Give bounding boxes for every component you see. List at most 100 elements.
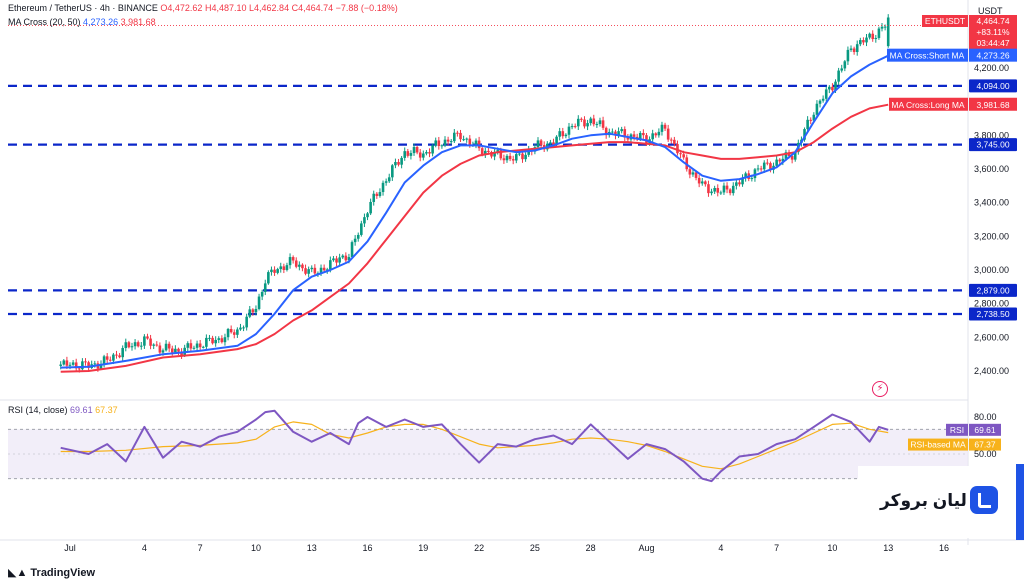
candle-body bbox=[496, 150, 500, 152]
candle-body bbox=[195, 343, 199, 348]
time-tick-label: 4 bbox=[142, 543, 147, 553]
time-tick-label: 7 bbox=[198, 543, 203, 553]
candle-body bbox=[356, 234, 360, 239]
candle-body bbox=[99, 364, 103, 369]
long-ma-tag-box bbox=[889, 97, 968, 111]
candle-body bbox=[573, 126, 577, 128]
candle-body bbox=[682, 154, 685, 158]
candle-body bbox=[880, 26, 884, 29]
candle-body bbox=[93, 363, 97, 365]
candle-body bbox=[294, 260, 298, 267]
candle-body bbox=[223, 337, 227, 343]
candle-body bbox=[781, 158, 785, 162]
candle-body bbox=[248, 309, 252, 317]
ma-short-value: 4,273.26 bbox=[83, 17, 119, 27]
candle-body bbox=[391, 165, 394, 178]
short-ma-tag-label: MA Cross:Short MA bbox=[890, 51, 965, 61]
candle-body bbox=[459, 132, 462, 140]
candle-body bbox=[592, 118, 596, 125]
currency-label: USDT bbox=[978, 6, 1003, 16]
time-tick-label: 7 bbox=[774, 543, 779, 553]
candle-body bbox=[360, 223, 363, 235]
candle-body bbox=[298, 264, 301, 267]
symbol-legend: Ethereum / TetherUS · 4h · BINANCE O4,47… bbox=[8, 3, 398, 13]
rsi-label: RSI (14, close) bbox=[8, 405, 68, 415]
candle-body bbox=[855, 44, 859, 53]
candle-body bbox=[440, 145, 444, 147]
candle-body bbox=[164, 343, 168, 351]
candle-body bbox=[617, 131, 620, 136]
candle-body bbox=[576, 118, 580, 127]
candle-body bbox=[651, 133, 654, 140]
time-tick-label: 22 bbox=[474, 543, 484, 553]
lightning-icon[interactable]: ⚡ bbox=[872, 381, 888, 397]
ma-legend[interactable]: MA Cross (20, 50) 4,273.26 3,981.68 bbox=[8, 17, 156, 27]
candle-body bbox=[418, 152, 422, 158]
time-tick-label: Aug bbox=[638, 543, 654, 553]
candle-body bbox=[803, 129, 806, 140]
candle-body bbox=[809, 119, 813, 121]
time-tick-label: 4 bbox=[718, 543, 723, 553]
candle-body bbox=[74, 362, 78, 369]
rsi-legend[interactable]: RSI (14, close) 69.61 67.37 bbox=[8, 405, 118, 415]
price-tick-label: 3,400.00 bbox=[974, 198, 1009, 208]
candle-body bbox=[276, 269, 279, 273]
candle-body bbox=[738, 182, 741, 185]
candle-body bbox=[177, 348, 180, 352]
rsi-ma-value-box bbox=[969, 438, 1001, 451]
candle-body bbox=[310, 267, 314, 270]
candle-body bbox=[68, 364, 72, 366]
symbol-tag-box bbox=[922, 15, 968, 27]
rsi-ma-tag-label: RSI-based MA bbox=[910, 440, 966, 450]
percent-change-label: +83.11% bbox=[976, 27, 1010, 37]
candle-body bbox=[623, 129, 627, 138]
close-value: C4,464.74 bbox=[291, 3, 334, 13]
candle-body bbox=[288, 257, 292, 266]
candle-body bbox=[580, 118, 583, 120]
candle-body bbox=[815, 103, 819, 115]
candle-body bbox=[716, 188, 720, 193]
candle-body bbox=[71, 362, 75, 365]
candle-body bbox=[536, 140, 540, 148]
time-tick-label: 19 bbox=[418, 543, 428, 553]
candle-body bbox=[403, 151, 407, 158]
candle-body bbox=[778, 159, 782, 162]
level-price-tag bbox=[969, 283, 1017, 297]
candle-body bbox=[539, 140, 543, 146]
candle-body bbox=[415, 146, 419, 153]
low-value: L4,462.84 bbox=[249, 3, 290, 13]
open-value: O4,472.62 bbox=[160, 3, 203, 13]
candle-body bbox=[192, 347, 196, 349]
candle-body bbox=[102, 356, 106, 365]
price-tick-label: 2,400.00 bbox=[974, 366, 1009, 376]
candle-body bbox=[108, 359, 112, 361]
candle-body bbox=[474, 140, 478, 145]
candle-body bbox=[254, 308, 258, 313]
candle-body bbox=[409, 153, 413, 156]
price-tick-label: 3,200.00 bbox=[974, 231, 1009, 241]
candle-body bbox=[514, 154, 518, 161]
candle-body bbox=[87, 362, 90, 368]
candle-body bbox=[642, 132, 645, 136]
candle-body bbox=[759, 168, 763, 170]
candle-body bbox=[267, 272, 270, 284]
candle-body bbox=[270, 269, 273, 273]
candle-body bbox=[521, 153, 524, 160]
time-tick-label: 25 bbox=[530, 543, 540, 553]
candle-body bbox=[570, 126, 574, 128]
candle-body bbox=[239, 327, 242, 330]
level-price-label: 2,738.50 bbox=[976, 309, 1009, 319]
candle-body bbox=[719, 192, 723, 194]
candle-body bbox=[428, 152, 431, 154]
candle-body bbox=[744, 173, 747, 178]
candle-body bbox=[301, 264, 304, 269]
candle-body bbox=[756, 168, 760, 170]
candle-body bbox=[552, 142, 555, 145]
tradingview-logo: ◣▲ TradingView bbox=[8, 566, 95, 579]
long-ma-value-label: 3,981.68 bbox=[976, 100, 1009, 110]
candle-body bbox=[604, 127, 608, 136]
short-ma-tag-box bbox=[887, 48, 968, 62]
candle-body bbox=[828, 86, 831, 90]
tradingview-logo-icon: ◣▲ bbox=[8, 567, 28, 579]
rsi-ma-value: 67.37 bbox=[95, 405, 118, 415]
